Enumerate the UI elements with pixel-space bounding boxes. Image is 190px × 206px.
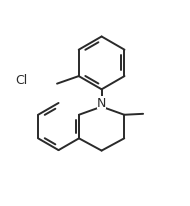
Text: Cl: Cl — [15, 74, 27, 87]
Text: N: N — [97, 97, 106, 109]
